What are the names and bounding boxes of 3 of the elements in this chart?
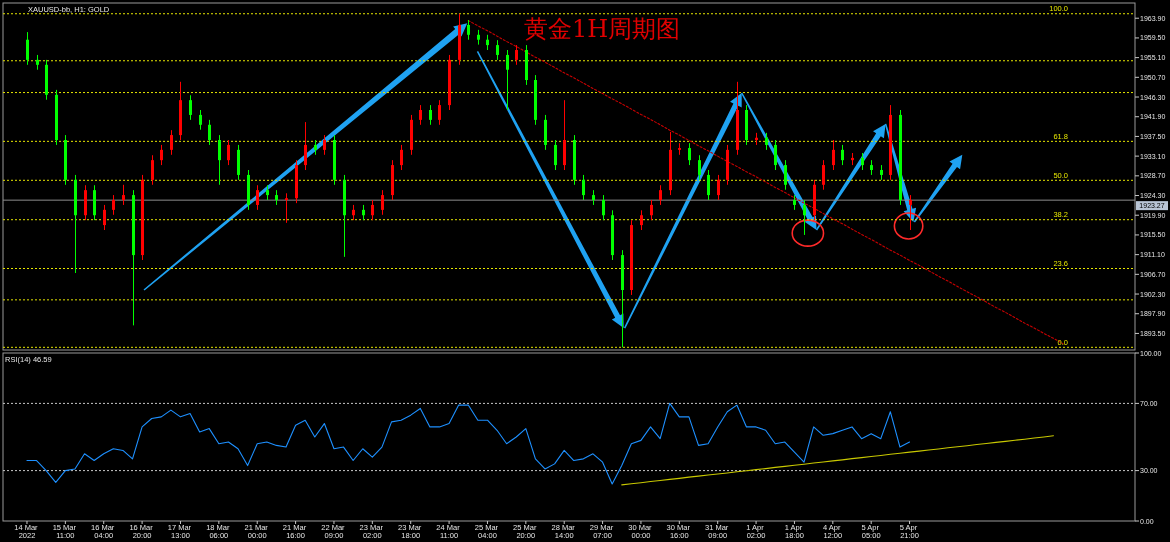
line-series (621, 435, 1055, 486)
line-series (26, 402, 911, 485)
chart-title: 黄金1H周期图 (523, 15, 681, 43)
